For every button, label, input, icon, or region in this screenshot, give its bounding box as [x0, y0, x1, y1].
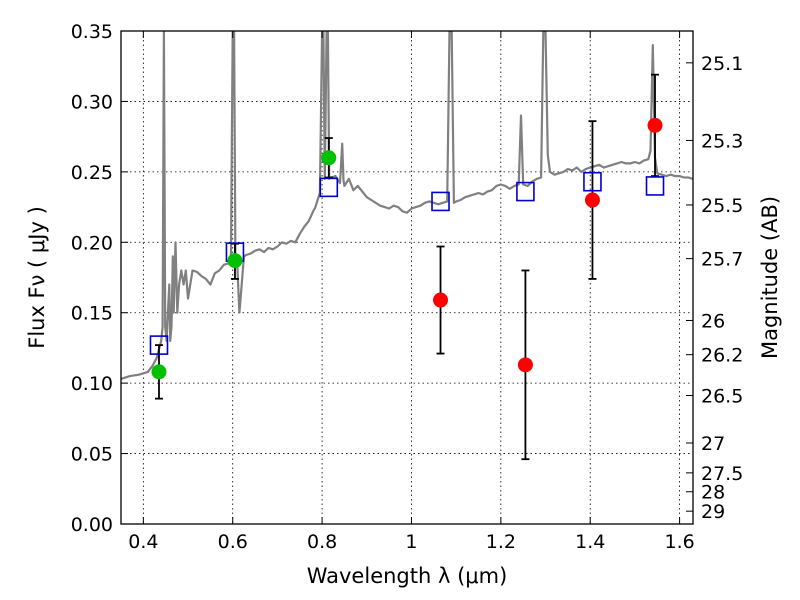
right-tick-label: 28	[701, 482, 725, 504]
y-tick-label: 0.00	[71, 514, 113, 536]
right-tick-label: 25.7	[701, 249, 743, 271]
observed-point-group	[151, 117, 663, 380]
y-axis-label-left: Flux Fν ( μJy )	[25, 206, 49, 349]
model-box-group	[149, 171, 665, 355]
y-tick-label: 0.35	[71, 21, 113, 43]
model-box-marker	[319, 177, 339, 198]
right-tick-label: 27	[701, 433, 725, 455]
observed-point-green	[227, 253, 243, 269]
x-tick-label: 1.2	[486, 531, 516, 553]
observed-point-red	[433, 292, 449, 308]
y-tick-label: 0.25	[71, 162, 113, 184]
right-tick-label: 25.5	[701, 195, 743, 217]
observed-point-green	[321, 150, 337, 166]
plot-frame	[120, 30, 694, 525]
grid-lines	[121, 30, 693, 525]
y-tick-label: 0.20	[71, 232, 113, 254]
right-tick-label: 26	[701, 310, 725, 332]
errorbar-group	[154, 73, 660, 461]
right-tick-label: 26.2	[701, 345, 743, 367]
x-tick-label: 1.6	[664, 531, 694, 553]
model-spectrum-line	[121, 31, 693, 380]
model-box-marker	[431, 191, 450, 212]
right-tick-label: 26.5	[701, 386, 743, 408]
model-box-marker	[149, 335, 169, 355]
y-tick-label: 0.15	[71, 303, 113, 325]
observed-point-red	[584, 192, 600, 208]
x-tick-label: 0.4	[128, 531, 158, 553]
x-tick-label: 1	[405, 531, 417, 553]
model-spectrum-group	[121, 31, 693, 380]
right-tick-label: 25.1	[701, 53, 743, 75]
observed-point-red	[647, 117, 663, 133]
y-axis-label-right: Magnitude (AB)	[758, 196, 782, 359]
observed-point-green	[151, 364, 167, 380]
model-box-marker	[645, 176, 665, 196]
x-tick-label: 0.8	[307, 531, 337, 553]
x-axis-label: Wavelength λ (μm)	[307, 564, 508, 588]
model-box-marker	[516, 181, 535, 202]
observed-point-red	[517, 357, 533, 373]
y-tick-label: 0.05	[71, 444, 113, 466]
y-tick-label: 0.10	[71, 373, 113, 395]
right-tick-label: 29	[701, 501, 725, 523]
x-tick-label: 1.4	[575, 531, 605, 553]
y-tick-label: 0.30	[71, 91, 113, 113]
tick-group: 0.4 0.6 0.8 1 1.2 1.4 1.6 0.00 0.05 0.10 0.15 0.20 0…	[71, 21, 744, 553]
right-tick-label: 25.3	[701, 130, 743, 152]
model-box-marker	[583, 171, 602, 192]
x-tick-label: 0.6	[218, 531, 248, 553]
right-tick-label: 27.5	[701, 463, 743, 485]
